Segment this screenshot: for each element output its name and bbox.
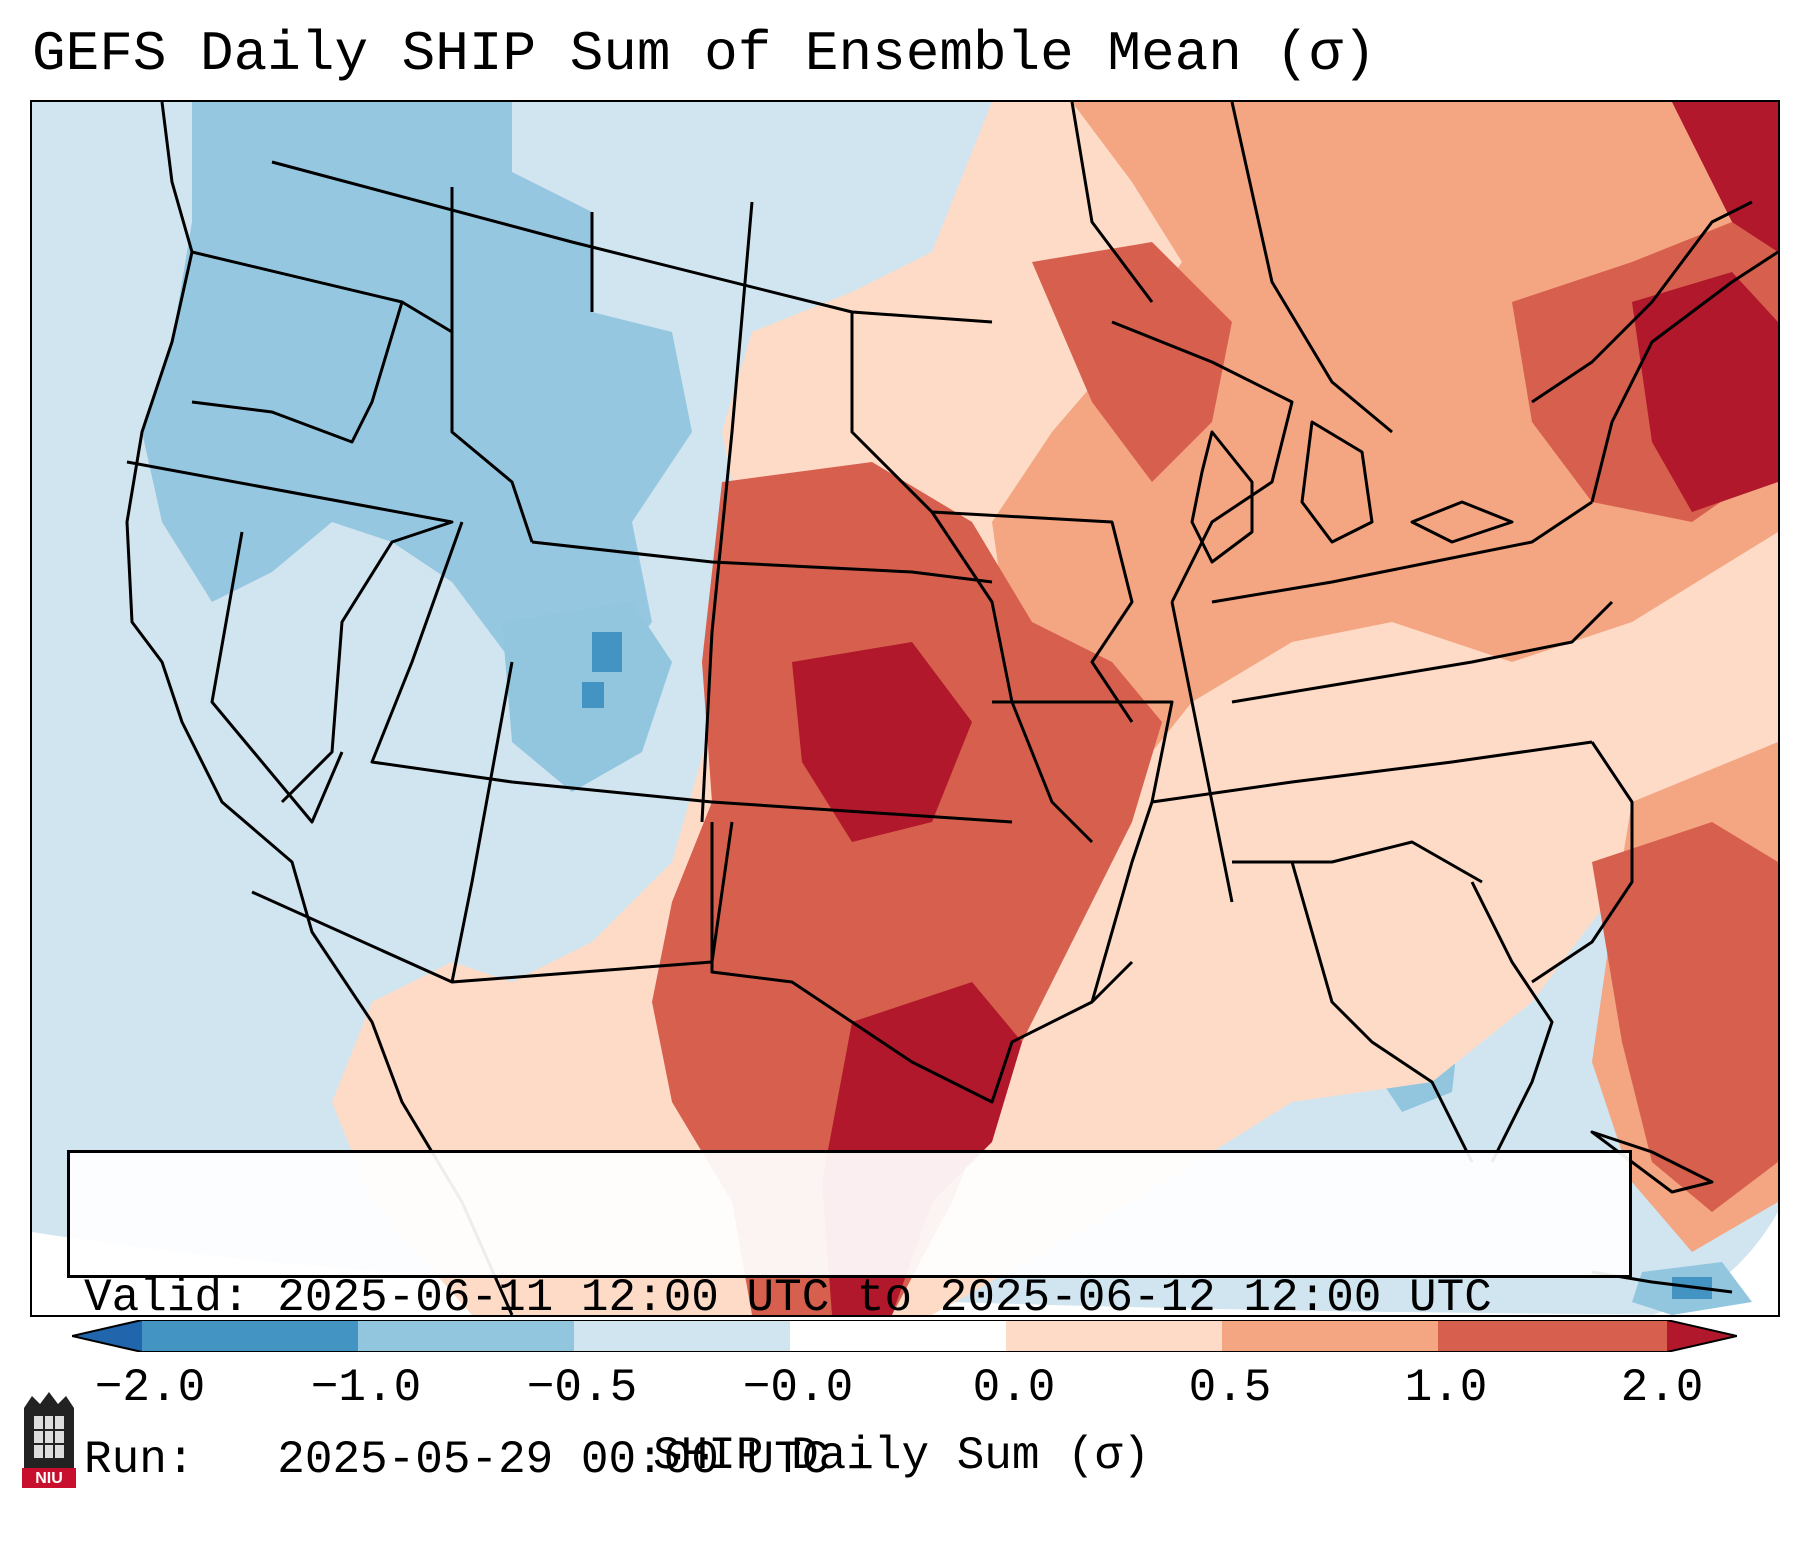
colorbar-bin: [574, 1320, 790, 1352]
colorbar-tick-label: 2.0: [1620, 1362, 1704, 1414]
run-time-line: Run: 2025-05-29 00:00 UTC: [84, 1434, 830, 1486]
niu-logo-icon: [22, 1392, 76, 1488]
ship-field-map: [32, 102, 1778, 1315]
map-panel: [30, 100, 1780, 1317]
colorbar-bin: [142, 1320, 358, 1352]
colorbar-bin: [790, 1320, 1006, 1352]
colorbar-tick-label: 0.0: [972, 1362, 1056, 1414]
colorbar-tick-label: 1.0: [1404, 1362, 1488, 1414]
colorbar-tick-label: −1.0: [310, 1362, 422, 1414]
colorbar: [72, 1320, 1737, 1352]
colorbar-bin: [1006, 1320, 1222, 1352]
colorbar-bin: [1222, 1320, 1438, 1352]
colorbar-over-arrow: [1667, 1320, 1737, 1352]
colorbar-tick-label: 0.5: [1188, 1362, 1272, 1414]
validity-info-box: Valid: 2025-06-11 12:00 UTC to 2025-06-1…: [67, 1150, 1632, 1486]
colorbar-tick-label: −0.5: [526, 1362, 638, 1414]
colorbar-under-arrow: [72, 1320, 142, 1352]
colorbar-axis-label: SHIP Daily Sum (σ): [653, 1430, 1150, 1482]
colorbar-bin: [1438, 1320, 1667, 1352]
colorbar-bin: [358, 1320, 574, 1352]
state-boundaries: [125, 102, 1778, 1315]
colorbar-tick-label: −0.0: [742, 1362, 854, 1414]
valid-time-line: Valid: 2025-06-11 12:00 UTC to 2025-06-1…: [84, 1272, 1492, 1324]
colorbar-tick-label: −2.0: [94, 1362, 206, 1414]
niu-logo: NIU: [20, 1390, 78, 1490]
map-title: GEFS Daily SHIP Sum of Ensemble Mean (σ): [32, 22, 1377, 86]
niu-logo-text: NIU: [35, 1470, 63, 1487]
domain-edge-se: [1652, 1212, 1778, 1315]
